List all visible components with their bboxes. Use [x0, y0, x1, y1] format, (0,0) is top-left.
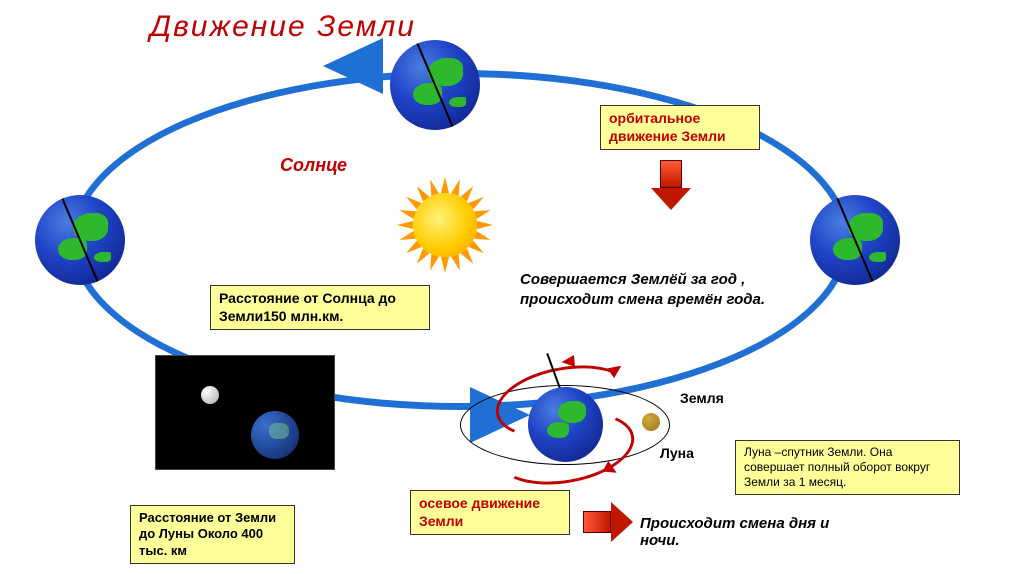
text-day-night: Происходит смена дня и ночи. — [640, 515, 870, 549]
orbit-direction-arrow-top — [323, 38, 383, 94]
earth-position-left — [35, 195, 125, 285]
box-moon-distance: Расстояние от Земли до Луны Около 400 ты… — [130, 505, 295, 564]
sun — [395, 175, 495, 275]
text-yearly-motion: Совершается Землёй за год , происходит с… — [520, 270, 830, 309]
box-axial-motion: осевое движение Земли — [410, 490, 570, 535]
label-earth: Земля — [680, 390, 724, 406]
sun-core — [413, 193, 477, 257]
box-orbital-motion: орбитальное движение Земли — [600, 105, 760, 150]
box-moon-info: Луна –спутник Земли. Она совершает полны… — [735, 440, 960, 495]
box-sun-distance: Расстояние от Солнца до Земли150 млн.км. — [210, 285, 430, 330]
earth-position-top — [390, 40, 480, 130]
space-photo — [155, 355, 335, 470]
label-moon: Луна — [660, 445, 694, 461]
moon — [642, 413, 660, 431]
red-arrow-down — [660, 160, 691, 210]
sun-label: Солнце — [280, 155, 347, 176]
center-earth — [528, 387, 603, 462]
red-arrow-right — [583, 502, 633, 542]
earth-moon-system — [450, 355, 700, 495]
